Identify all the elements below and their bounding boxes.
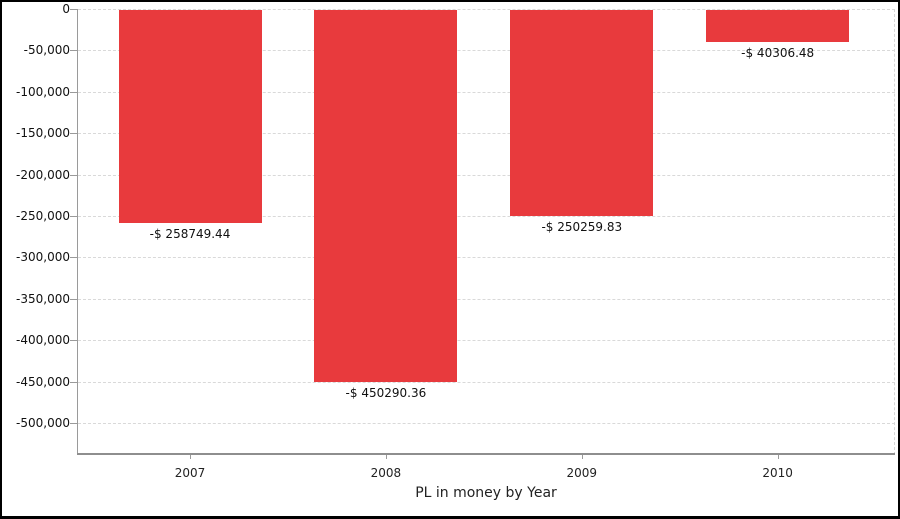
bar [706,10,850,43]
x-axis-tick [190,455,191,459]
y-axis-tick-label: -350,000 [16,291,70,306]
y-axis-tick-label: 0 [62,2,70,16]
y-axis-tick [70,257,77,259]
x-axis-tick-label: 2007 [174,466,206,480]
y-axis-tick-label: -500,000 [16,416,70,430]
y-axis-tick-label: -150,000 [16,126,70,141]
x-axis-tick [777,455,779,459]
y-axis-tick [70,340,77,342]
y-axis-tick [70,174,77,176]
x-axis-tick-label: 2010 [762,466,793,480]
y-axis-line [77,9,78,455]
bar-value-label: -$ 250259.83 [541,220,623,235]
gridline [78,340,895,342]
x-axis-tick-label: 2009 [566,466,598,480]
y-axis-tick-label: -50,000 [23,43,70,58]
y-axis-tick [70,91,77,93]
bar-value-label: -$ 450290.36 [345,385,427,400]
x-axis-tick-label: 2008 [370,466,402,480]
gridline [78,423,895,424]
bar-value-label: -$ 258749.44 [149,227,231,242]
y-axis-tick [70,50,77,52]
x-axis-tick [385,455,387,459]
bar-value-label: -$ 40306.48 [741,46,815,61]
y-axis-tick-label: -250,000 [16,209,70,223]
y-axis-tick [70,423,77,424]
gridline [78,50,895,52]
bar [314,10,458,382]
bar [118,10,262,224]
y-axis-tick [70,133,77,135]
y-axis-tick-label: -300,000 [16,250,70,265]
x-axis-tick [581,455,583,459]
y-axis-tick [70,298,77,300]
gridline [78,91,895,93]
gridline [78,257,895,259]
bar [510,10,654,217]
gridline [78,381,895,383]
y-axis-tick-label: -200,000 [16,167,70,182]
y-axis-tick [70,216,77,217]
gridline [78,174,895,176]
y-axis-tick-label: -100,000 [16,84,70,99]
x-axis-line [77,453,895,455]
y-axis-tick [70,381,77,383]
gridline [78,133,895,135]
x-axis-title: PL in money by Year [415,485,557,501]
plot-right-border [894,9,895,455]
y-axis-tick [70,9,77,10]
gridline [78,216,895,217]
gridline [78,298,895,300]
plot-top-border [78,9,895,10]
y-axis-tick-label: -450,000 [16,374,70,389]
y-axis-tick-label: -400,000 [16,333,70,348]
